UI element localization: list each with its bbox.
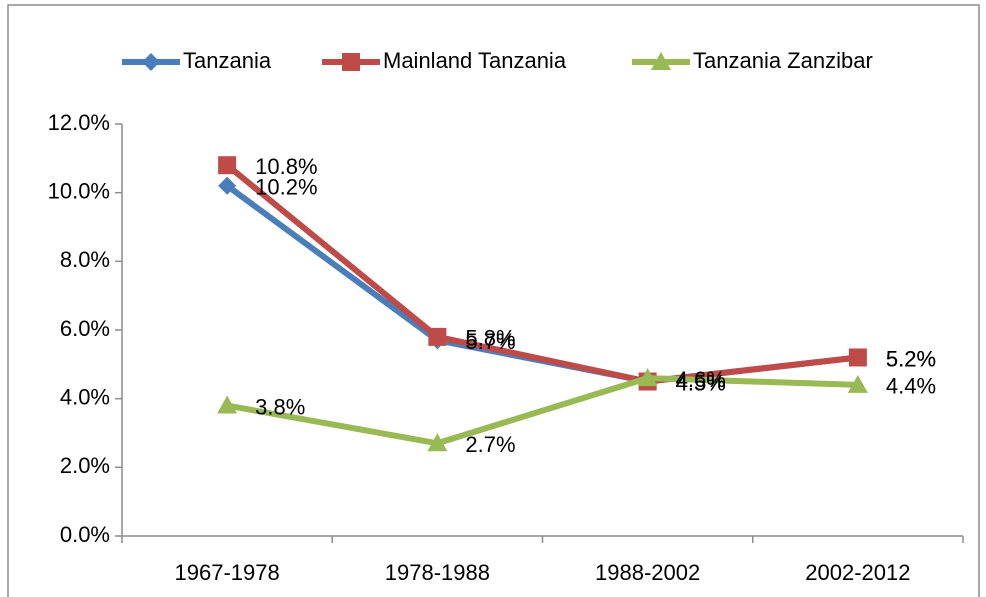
- data-label: 4.5%: [676, 370, 726, 395]
- marker: [217, 395, 238, 414]
- legend-label: Tanzania: [183, 48, 272, 73]
- data-label: 3.8%: [255, 394, 305, 419]
- y-tick-label: 6.0%: [60, 316, 110, 341]
- data-label: 2.7%: [465, 432, 515, 457]
- y-tick-label: 10.0%: [48, 178, 110, 203]
- series-line: [226, 375, 858, 447]
- series-line: [225, 162, 859, 385]
- x-tick-label: 1978-1988: [385, 560, 490, 585]
- y-tick-label: 4.0%: [60, 384, 110, 409]
- y-tick-label: 0.0%: [60, 522, 110, 547]
- data-label: 5.7%: [465, 329, 515, 354]
- x-tick-label: 1967-1978: [175, 560, 280, 585]
- marker: [427, 433, 448, 452]
- data-label: 5.2%: [886, 346, 936, 371]
- legend-label: Mainland Tanzania: [383, 48, 567, 73]
- x-tick-label: 2002-2012: [805, 560, 910, 585]
- x-tick-label: 1988-2002: [595, 560, 700, 585]
- y-tick-label: 12.0%: [48, 110, 110, 135]
- legend-label: Tanzania Zanzibar: [693, 48, 873, 73]
- legend-marker: [651, 52, 671, 70]
- data-label: 4.4%: [886, 374, 936, 399]
- data-label: 10.2%: [255, 175, 317, 200]
- data-label: 4.5%: [676, 370, 726, 395]
- legend-marker: [342, 53, 360, 71]
- y-tick-label: 2.0%: [60, 453, 110, 478]
- marker: [847, 374, 868, 393]
- chart-border: [7, 4, 980, 597]
- marker: [848, 348, 867, 367]
- data-label: 10.8%: [255, 154, 317, 179]
- data-label: 4.6%: [676, 367, 726, 392]
- marker: [428, 327, 447, 346]
- data-label: 5.8%: [465, 326, 515, 351]
- marker: [218, 176, 237, 195]
- legend-marker: [142, 53, 160, 71]
- data-label: 5.2%: [886, 346, 936, 371]
- y-tick-label: 8.0%: [60, 247, 110, 272]
- marker: [637, 368, 658, 387]
- marker: [218, 156, 237, 175]
